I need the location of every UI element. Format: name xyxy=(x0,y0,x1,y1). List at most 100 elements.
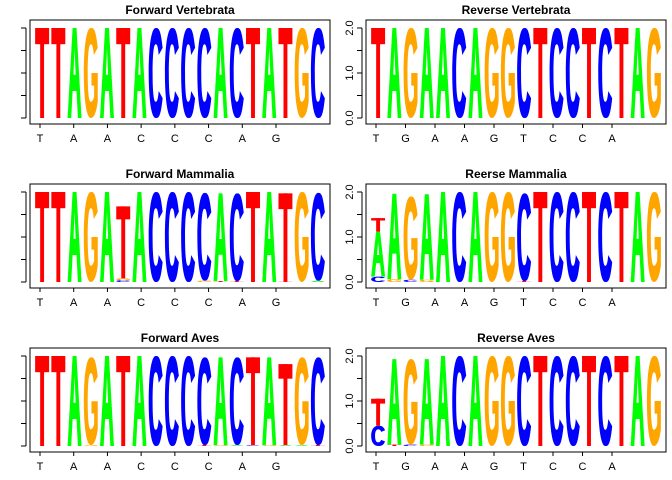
logo-letter-C xyxy=(181,192,196,282)
logo-panel-5: Forward Aves T A A C C C A G xyxy=(21,331,331,473)
x-tick-label: C xyxy=(137,133,145,145)
logo-letter-C xyxy=(164,356,179,446)
logo-letter-A xyxy=(67,28,82,118)
logo-letter-G xyxy=(294,28,309,118)
logo-position-9 xyxy=(500,28,515,118)
logo-letter-C xyxy=(229,193,244,282)
logo-letter-C xyxy=(371,276,386,282)
logo-position-6 xyxy=(452,28,467,118)
x-tick-label: A xyxy=(239,461,247,473)
logo-position-3 xyxy=(403,359,418,446)
logo-position-7 xyxy=(468,356,483,446)
x-tick-label: C xyxy=(579,461,587,473)
logo-letter-A xyxy=(132,28,147,118)
logo-position-8 xyxy=(484,356,499,446)
x-tick-label: C xyxy=(171,461,179,473)
logo-letter-T xyxy=(517,281,532,282)
logo-letter-T xyxy=(35,356,50,446)
logo-letter-A xyxy=(100,192,114,282)
logo-letter-T xyxy=(371,398,386,426)
logo-position-17 xyxy=(294,28,309,118)
logo-letter-C xyxy=(403,444,418,446)
logo-position-12 xyxy=(213,357,228,446)
logo-letter-C xyxy=(229,28,244,118)
x-tick-label: G xyxy=(401,461,410,473)
logo-letter-C xyxy=(517,356,532,446)
logo-position-9 xyxy=(164,192,179,282)
logo-position-9 xyxy=(164,356,179,446)
x-tick-label: C xyxy=(579,297,587,309)
logo-position-10 xyxy=(517,356,532,446)
logo-position-13 xyxy=(565,192,580,282)
logo-panel-4: Reerse Mammalia 0.0 1.0 2.0 T G A A G T C C A xyxy=(344,167,667,309)
panel-title: Reerse Mammalia xyxy=(465,167,567,181)
logo-position-8 xyxy=(148,28,163,118)
logo-letter-A xyxy=(419,28,434,118)
logo-position-8 xyxy=(148,192,163,282)
logo-letter-C xyxy=(565,356,580,446)
logo-letter-G xyxy=(262,445,277,446)
logo-position-4 xyxy=(419,194,434,282)
logo-panel-1: Forward Vertebrata T A A C C C A G xyxy=(21,3,331,145)
logo-letter-C xyxy=(371,425,386,446)
panel-title: Forward Vertebrata xyxy=(125,3,235,17)
y-tick-label: 0.0 xyxy=(344,438,356,453)
x-tick-label: T xyxy=(37,461,44,473)
logo-letter-T xyxy=(582,28,596,118)
logo-letter-G xyxy=(294,192,309,282)
y-tick-label: 2.0 xyxy=(344,184,356,199)
plot-frame xyxy=(365,19,667,125)
logo-position-7 xyxy=(468,192,483,282)
logo-letter-T xyxy=(533,28,548,118)
logo-position-11 xyxy=(533,192,548,282)
logo-letter-A xyxy=(436,192,450,282)
logo-position-18 xyxy=(310,28,325,118)
logo-letter-G xyxy=(83,445,98,446)
logo-letter-T xyxy=(614,356,629,446)
logo-position-4 xyxy=(419,359,434,446)
logo-letter-C xyxy=(181,28,196,118)
plot-frame xyxy=(365,183,667,289)
logo-position-4 xyxy=(83,28,98,118)
logo-position-14 xyxy=(582,28,596,118)
logo-position-18 xyxy=(310,357,325,446)
logo-letter-T xyxy=(533,192,548,282)
logo-letter-C xyxy=(164,28,179,118)
logo-position-3 xyxy=(67,28,82,118)
logo-letter-A xyxy=(630,192,645,282)
logo-letter-A xyxy=(371,231,386,277)
logo-position-1 xyxy=(35,192,50,282)
logo-letter-T xyxy=(51,192,66,282)
logo-position-4 xyxy=(83,192,98,282)
logo-letter-T xyxy=(371,218,386,232)
logo-position-2 xyxy=(387,359,402,446)
logo-letter-T xyxy=(582,192,596,282)
logo-letter-A xyxy=(468,356,483,446)
x-tick-label: A xyxy=(70,133,78,145)
logo-position-7 xyxy=(132,28,147,118)
logo-letter-A xyxy=(132,192,147,282)
x-tick-label: C xyxy=(549,461,557,473)
logo-position-14 xyxy=(582,192,596,282)
logo-letter-C xyxy=(197,28,212,118)
logo-position-15 xyxy=(598,356,613,446)
logo-position-1 xyxy=(371,398,386,446)
logo-position-13 xyxy=(565,28,580,118)
logo-panel-3: Forward Mammalia T A A C C C A G xyxy=(21,167,331,309)
logo-position-14 xyxy=(582,356,596,446)
logo-position-1 xyxy=(371,218,386,282)
x-tick-label: A xyxy=(608,133,616,145)
logo-letter-T xyxy=(278,281,293,282)
logo-position-13 xyxy=(565,356,580,446)
plot-frame xyxy=(365,347,667,453)
logo-position-3 xyxy=(67,192,82,282)
logo-position-18 xyxy=(646,356,661,446)
logo-position-18 xyxy=(646,28,661,118)
x-tick-label: C xyxy=(137,297,145,309)
x-tick-label: T xyxy=(520,297,527,309)
x-tick-label: T xyxy=(373,133,380,145)
x-tick-label: T xyxy=(37,133,44,145)
logo-position-5 xyxy=(100,192,114,282)
logo-letter-T xyxy=(116,206,131,279)
logo-letter-A xyxy=(262,192,277,282)
